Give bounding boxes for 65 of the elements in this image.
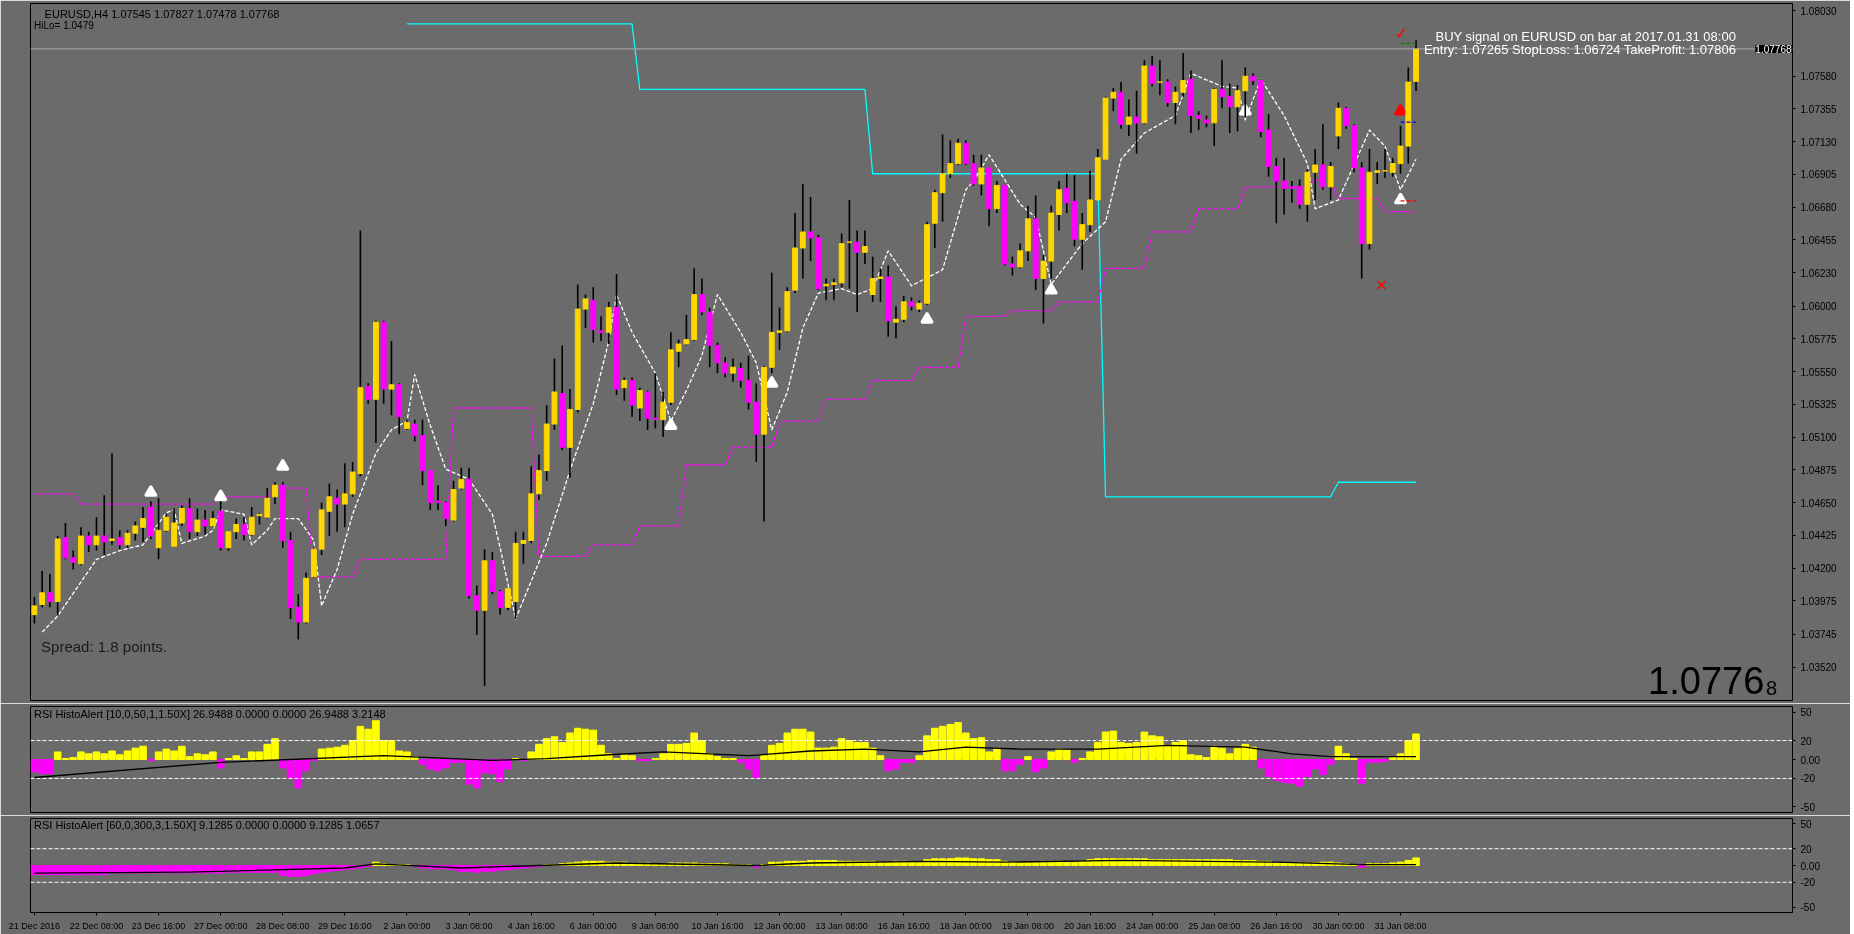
x-tick-label: 9 Jan 08:00: [631, 920, 679, 931]
y-tick-label: 1.04875: [1800, 464, 1838, 476]
y-tick-label: 1.06230: [1800, 267, 1838, 279]
annotation: ✓: [1394, 23, 1409, 43]
y-tick-label: -50: [1800, 902, 1816, 914]
x-tick-label: 27 Dec 00:00: [193, 920, 248, 931]
x-tick-label: 20 Jan 16:00: [1064, 920, 1117, 931]
annotation: Spread: 1.8 points.: [41, 637, 167, 655]
x-tick-label: 4 Jan 16:00: [507, 920, 555, 931]
y-tick-label: -20: [1800, 877, 1816, 889]
y-tick-label: 1.05325: [1800, 399, 1838, 411]
x-tick-label: 16 Jan 16:00: [877, 920, 930, 931]
y-tick-label: 1.04650: [1800, 497, 1838, 509]
y-tick-label: 0.00: [1800, 754, 1821, 766]
text: HiLo= 1.0479: [34, 20, 95, 32]
y-tick-label: 20: [1800, 735, 1813, 747]
y-tick-label: 1.07580: [1800, 71, 1838, 83]
y-tick-label: 1.05550: [1800, 366, 1838, 378]
y-tick-label: 1.05775: [1800, 333, 1838, 345]
x-tick-label: 3 Jan 08:00: [445, 920, 493, 931]
y-tick-label: 1.06905: [1800, 169, 1838, 181]
x-tick-label: 26 Jan 16:00: [1250, 920, 1303, 931]
y-tick-label: 20: [1800, 843, 1813, 855]
y-tick-label: 1.03520: [1800, 662, 1838, 674]
y-tick-label: -50: [1800, 801, 1816, 813]
x-tick-label: 13 Jan 08:00: [815, 920, 868, 931]
text: 1.0776: [1648, 660, 1765, 703]
y-tick-label: 1.08030: [1800, 5, 1838, 17]
x-tick-label: 22 Dec 08:00: [69, 920, 124, 931]
x-tick-label: 23 Dec 16:00: [131, 920, 186, 931]
chart-title: EURUSD,H4 1.07545 1.07827 1.07478 1.07768: [44, 7, 280, 20]
y-tick-label: 1.04200: [1800, 563, 1838, 575]
x-tick-label: 18 Jan 00:00: [939, 920, 992, 931]
x-tick-label: 25 Jan 08:00: [1188, 920, 1241, 931]
x-tick-label: 12 Jan 00:00: [753, 920, 806, 931]
y-tick-label: 50: [1800, 818, 1813, 830]
text: Entry: 1.07265 StopLoss: 1.06724 TakeProfit: 1.07806: [1423, 42, 1736, 57]
x-tick-label: 10 Jan 16:00: [691, 920, 744, 931]
y-tick-label: 50: [1800, 707, 1813, 719]
annotation: ×: [1374, 274, 1389, 294]
x-tick-label: 24 Jan 00:00: [1126, 920, 1179, 931]
y-tick-label: 1.05100: [1800, 432, 1838, 444]
x-tick-label: 31 Jan 08:00: [1374, 920, 1427, 931]
chart-title: RSI HistoAlert [60,0,300,3,1.50X] 9.1285 0.0000 0.0000 9.1285 1.0657: [34, 819, 380, 832]
y-tick-label: 1.07130: [1800, 136, 1838, 148]
y-tick-label: 0.00: [1800, 860, 1821, 872]
ref-line-label: 1.07768: [1755, 43, 1792, 55]
x-tick-label: 2 Jan 00:00: [383, 920, 431, 931]
text: 8: [1766, 676, 1778, 699]
text: BUY signal on EURUSD on bar at 2017.01.31 08:00: [1435, 28, 1736, 44]
x-tick-label: 29 Dec 16:00: [318, 920, 372, 931]
y-tick-label: 1.06680: [1800, 202, 1838, 214]
y-tick-label: 1.04425: [1800, 530, 1838, 542]
x-tick-label: 28 Dec 08:00: [256, 920, 310, 931]
x-tick-label: 30 Jan 00:00: [1312, 920, 1365, 931]
x-tick-label: 6 Jan 00:00: [569, 920, 617, 931]
chart-title: RSI HistoAlert [10,0,50,1,1.50X] 26.9488 0.0000 0.0000 26.9488 3.2148: [34, 707, 386, 720]
y-tick-label: 1.07355: [1800, 104, 1838, 115]
y-tick-label: 1.03975: [1800, 595, 1838, 607]
y-tick-label: 1.03745: [1800, 629, 1838, 641]
x-tick-label: 19 Jan 08:00: [1001, 920, 1054, 931]
x-tick-label: 21 Dec 2016: [8, 920, 60, 931]
y-tick-label: 1.06000: [1800, 301, 1838, 313]
y-tick-label: 1.06455: [1800, 234, 1838, 246]
y-tick-label: -20: [1800, 773, 1816, 785]
